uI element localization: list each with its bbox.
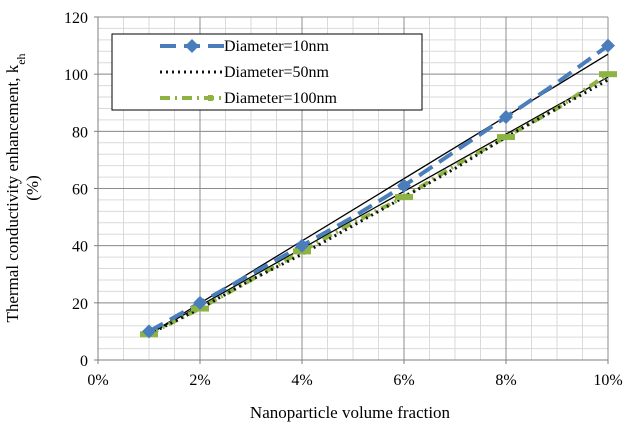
y-axis-title-unit: (%) <box>23 175 42 200</box>
y-tick-label: 0 <box>80 353 88 370</box>
series-line-10nm <box>148 43 610 334</box>
legend-item-100nm: Diameter=100nm <box>160 90 338 107</box>
legend-item-50nm: Diameter=50nm <box>160 64 330 81</box>
y-axis-title-main: Thermal conductivity enhancement, keh <box>3 53 28 322</box>
marker-100nm <box>599 71 617 78</box>
x-tick-label: 2% <box>189 372 210 389</box>
y-axis-title-text: Thermal conductivity enhancement, k <box>3 64 22 322</box>
legend-label-10nm: Diameter=10nm <box>224 38 330 55</box>
legend-item-10nm: Diameter=10nm <box>160 38 330 55</box>
y-tick-label: 80 <box>72 124 88 141</box>
marker-10nm <box>397 178 411 193</box>
y-tick-label: 100 <box>64 67 88 84</box>
legend-label-50nm: Diameter=50nm <box>224 64 330 81</box>
x-tick-label: 4% <box>291 372 312 389</box>
legend-label-100nm: Diameter=100nm <box>224 90 338 107</box>
y-tick-label: 120 <box>64 10 88 27</box>
y-axis-title-subscript: eh <box>14 53 28 64</box>
marker-10nm <box>142 324 156 339</box>
marker-10nm <box>601 38 615 53</box>
marker-100nm <box>395 194 413 201</box>
y-tick-label: 20 <box>72 296 88 313</box>
marker-100nm <box>497 134 515 141</box>
legend-marker-100nm <box>208 95 213 101</box>
y-tick-labels: 0 20 40 60 80 100 120 <box>64 10 98 370</box>
trendline-2 <box>148 76 609 335</box>
marker-10nm <box>295 238 309 253</box>
x-tick-label: 8% <box>495 372 516 389</box>
marker-10nm <box>499 110 513 125</box>
x-tick-label: 10% <box>593 372 622 389</box>
y-tick-label: 60 <box>72 182 88 199</box>
x-tick-label: 0% <box>87 372 108 389</box>
legend: Diameter=10nm Diameter=50nm Diameter=100… <box>111 33 423 111</box>
x-axis-title: Nanoparticle volume fraction <box>250 403 451 422</box>
x-tick-label: 6% <box>393 372 414 389</box>
series-layer <box>140 38 617 339</box>
legend-marker-10nm <box>185 39 199 53</box>
marker-10nm <box>193 295 207 310</box>
y-axis-title: Thermal conductivity enhancement, keh (%… <box>3 53 42 322</box>
x-tick-labels: 0% 2% 4% 6% 8% 10% <box>87 360 623 389</box>
y-tick-label: 40 <box>72 239 88 256</box>
